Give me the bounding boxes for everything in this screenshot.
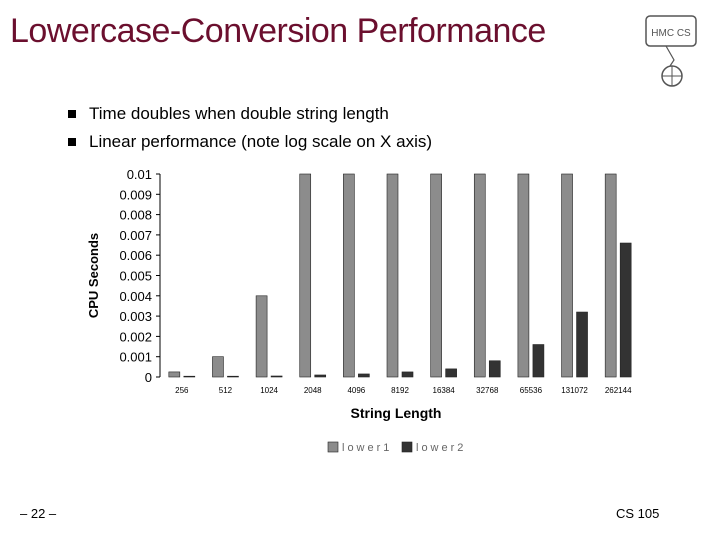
legend-label-lower2: lower2 (416, 442, 466, 454)
legend-label-lower1: lower1 (342, 442, 392, 454)
bar-lower1-4096 (343, 173, 355, 378)
y-tick-label: 0.004 (119, 289, 152, 304)
course-label: CS 105 (616, 506, 660, 521)
bullet-item: Time doubles when double string length (68, 100, 432, 128)
bar-lower1-256 (168, 371, 181, 378)
x-tick-label: 1024 (260, 386, 278, 395)
slide-number: – 22 – (20, 506, 57, 521)
bar-lower2-32768 (488, 360, 501, 378)
bar-lower2-16384 (445, 368, 457, 378)
x-tick-label: 16384 (433, 386, 456, 395)
bar-lower2-4096 (358, 373, 370, 378)
x-tick-label: 256 (175, 386, 189, 395)
legend-swatch-lower2 (401, 441, 413, 453)
bar-lower2-262144 (619, 242, 632, 378)
x-tick-label: 262144 (605, 386, 632, 395)
legend-swatch-lower1 (327, 441, 339, 453)
y-tick-label: 0 (145, 370, 152, 385)
y-tick-label: 0.007 (119, 228, 152, 243)
y-tick-label: 0.001 (119, 350, 152, 365)
y-tick-label: 0.002 (119, 329, 152, 344)
bar-lower1-65536 (517, 173, 530, 378)
bar-lower1-2048 (299, 173, 312, 378)
bar-lower1-1024 (255, 295, 268, 378)
x-tick-label: 32768 (476, 386, 499, 395)
bullet-square-icon (68, 138, 76, 146)
bar-lower2-256 (183, 375, 196, 378)
bar-lower1-8192 (386, 173, 399, 378)
y-tick-label: 0.009 (119, 187, 152, 202)
bar-lower1-131072 (561, 173, 573, 378)
x-tick-label: 8192 (391, 386, 409, 395)
bar-lower2-512 (227, 375, 239, 378)
bar-lower2-1024 (270, 375, 283, 378)
y-tick-label: 0.005 (119, 269, 152, 284)
bar-lower2-2048 (314, 374, 327, 378)
x-tick-label: 512 (219, 386, 233, 395)
bullet-list: Time doubles when double string length L… (68, 100, 432, 156)
bullet-item: Linear performance (note log scale on X … (68, 128, 432, 156)
x-axis-label: String Length (351, 405, 442, 421)
y-tick-label: 0.01 (127, 167, 152, 182)
bar-lower2-65536 (532, 344, 545, 378)
x-tick-label: 131072 (561, 386, 588, 395)
bar-lower1-262144 (604, 173, 617, 378)
y-axis-label: CPU Seconds (86, 233, 101, 318)
bar-lower2-131072 (576, 311, 588, 378)
y-tick-label: 0.006 (119, 248, 152, 263)
bullet-square-icon (68, 110, 76, 118)
bar-lower1-512 (212, 356, 224, 378)
hmc-cs-logo-icon: HMC CS (645, 15, 697, 87)
svg-text:HMC CS: HMC CS (651, 28, 691, 39)
x-tick-label: 4096 (347, 386, 365, 395)
bar-chart: 0 0.001 0.002 0.003 0.004 0.005 0.006 0.007 0.00… (86, 167, 632, 454)
bullet-text: Linear performance (note log scale on X … (89, 132, 433, 151)
x-tick-label: 2048 (304, 386, 322, 395)
y-tick-label: 0.003 (119, 309, 152, 324)
y-tick-label: 0.008 (119, 208, 152, 223)
slide-title: Lowercase-Conversion Performance (10, 12, 546, 50)
bar-lower2-8192 (401, 371, 414, 378)
bar-lower1-32768 (473, 173, 486, 378)
bar-lower1-16384 (430, 173, 442, 378)
bullet-text: Time doubles when double string length (89, 104, 389, 123)
x-tick-label: 65536 (520, 386, 543, 395)
